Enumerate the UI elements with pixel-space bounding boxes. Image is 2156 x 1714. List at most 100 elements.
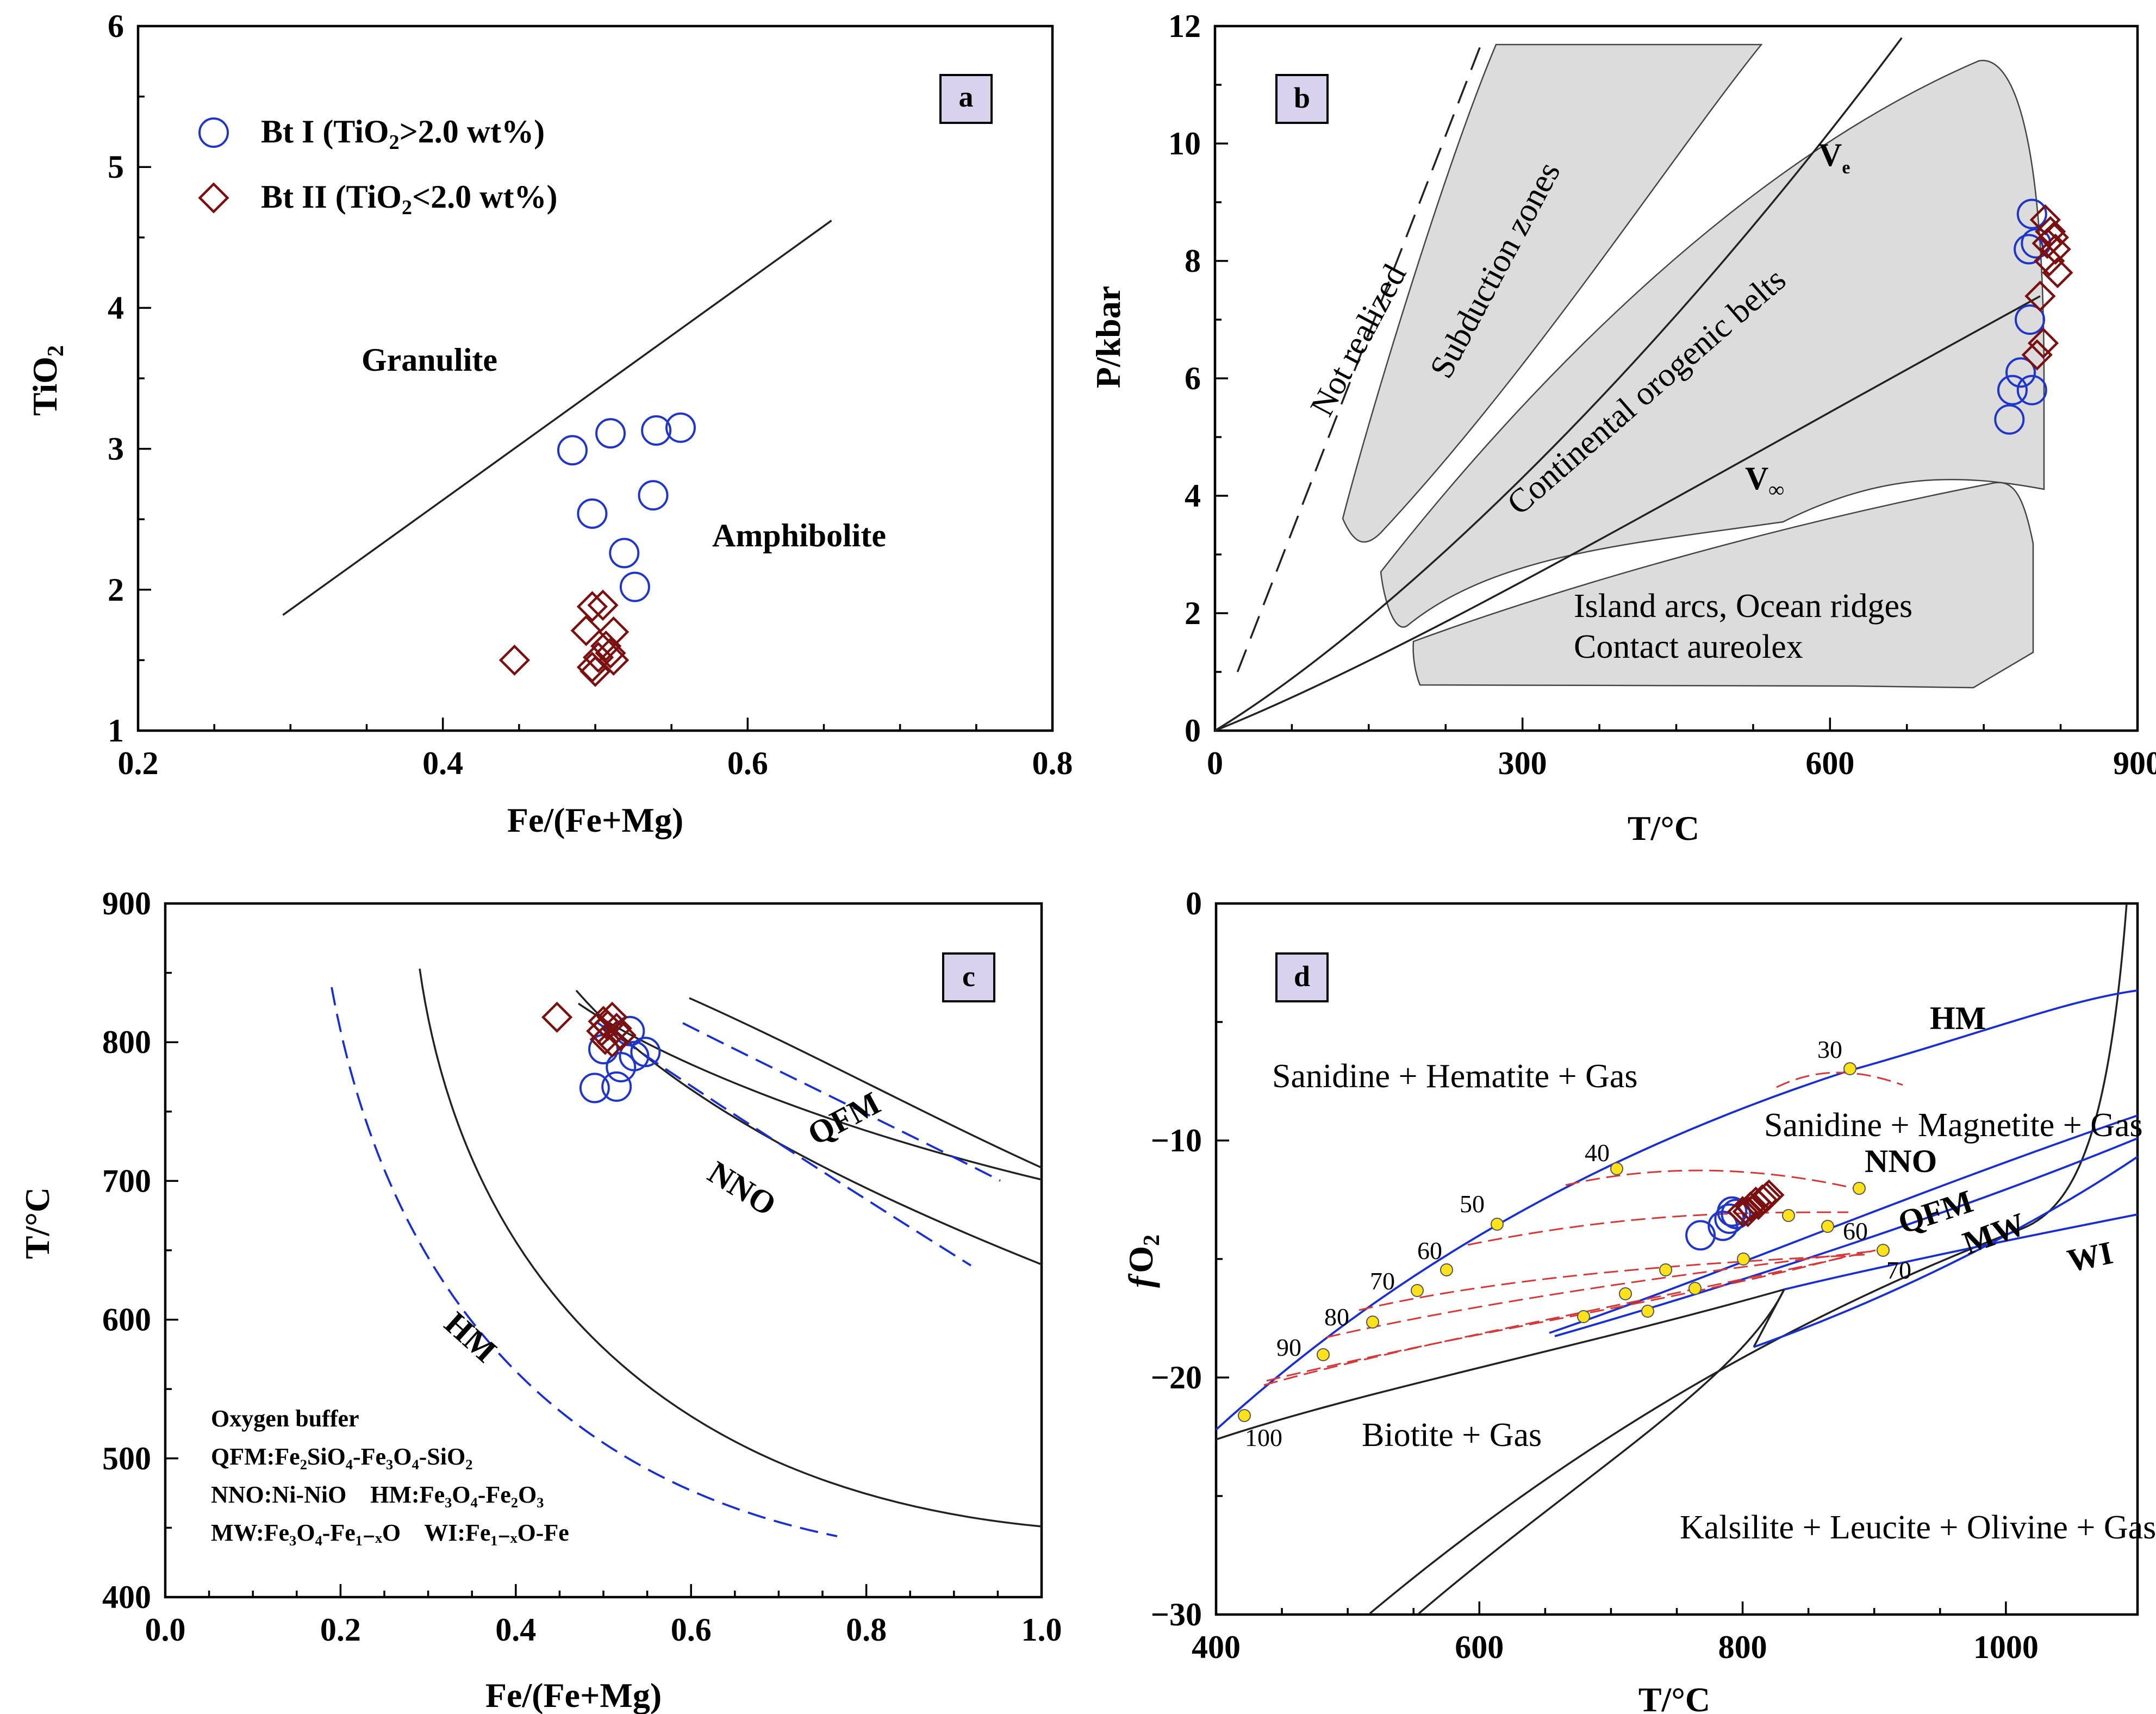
ytick-label: 600: [102, 1302, 151, 1338]
legend-oxygen-nno-hm: NNO:Ni-NiO HM:Fe₃O₄-Fe₂O₃: [211, 1481, 544, 1508]
isopleth-40: [1565, 1169, 1860, 1191]
panel-a-points: [499, 412, 696, 687]
legend-diamond-symbol: [198, 182, 229, 214]
bt2-point: [576, 591, 608, 622]
bt1-point: [577, 498, 608, 529]
curve-c-mid: [578, 1002, 1042, 1181]
panel-d-label-box: [1275, 952, 1329, 1002]
panel-a-label-box: [939, 74, 993, 124]
ytick-label: 10: [1168, 126, 1201, 161]
bt2-point: [2027, 327, 2059, 359]
bt2-point: [1742, 1189, 1774, 1220]
bt2-point: [605, 1019, 637, 1051]
ytick-label: −20: [1151, 1360, 1202, 1395]
xtick-label: 0.8: [846, 1612, 887, 1648]
bt1-point: [1997, 375, 2028, 406]
xtick-label: 0.4: [495, 1612, 536, 1648]
granulite-boundary: [282, 220, 832, 616]
panel-a-lines: [282, 220, 832, 616]
label-nno-d: NNO: [1865, 1143, 1937, 1179]
bt2-point: [2021, 339, 2053, 371]
panel-c-points: [541, 1001, 661, 1104]
xtick-label: 400: [1192, 1629, 1241, 1665]
bt2-point: [598, 616, 630, 648]
bt2-point: [541, 1001, 573, 1033]
ytick-label: 400: [102, 1579, 151, 1615]
isopleth-label-60b: 60: [1843, 1217, 1868, 1245]
isopleth-label-70: 70: [1370, 1267, 1395, 1295]
xtick-label: 0.2: [118, 745, 159, 781]
ytick-label: 900: [102, 886, 151, 921]
xtick-label: 1000: [1973, 1629, 2039, 1665]
zone-subduction: [1342, 43, 1763, 543]
bt1-point: [1721, 1199, 1752, 1230]
bt1-point: [641, 415, 672, 446]
ytick-label: 800: [102, 1024, 151, 1060]
panel-c: 0.0 0.2 0.4 0.6 0.8 1.0 400 500 600 700 800 900 Fe/…: [18, 886, 1062, 1714]
bt2-point: [499, 644, 531, 676]
dot-mw-1: [1877, 1244, 1890, 1257]
bt2-point: [1732, 1196, 1764, 1227]
xtick-label: 800: [1718, 1629, 1767, 1665]
bt1-point: [1685, 1220, 1716, 1251]
bt2-point: [2029, 204, 2061, 236]
panel-a-field-granulite: Granulite: [362, 342, 497, 378]
panel-b-xlabel: T/°C: [1628, 809, 1699, 847]
field-sanidine-hematite: Sanidine + Hematite + Gas: [1272, 1058, 1638, 1095]
ytick-label: −10: [1151, 1123, 1202, 1158]
ytick-label: 5: [108, 149, 124, 185]
panel-a-ticks: 0.2 0.4 0.6 0.8 1 2 3 4 5 6: [108, 8, 1073, 781]
bt2-point: [595, 637, 626, 669]
panel-b-points: [1994, 198, 2073, 435]
bt1-point: [606, 1052, 637, 1083]
panel-a-letter: a: [959, 80, 974, 113]
dot-qfm-1: [1821, 1220, 1834, 1233]
panel-a: 0.2 0.4 0.6 0.8 1 2 3 4 5 6 Fe/(Fe+Mg) TiO2 Granu…: [26, 8, 1073, 839]
ytick-label: 1: [108, 713, 124, 749]
label-wi-d: WI: [2064, 1235, 2116, 1279]
xtick-label: 0.0: [145, 1612, 186, 1648]
legend-oxygen-qfm: QFM:Fe₂SiO₄-Fe₃O₄-SiO₂: [211, 1443, 472, 1470]
line-not-realized: [1236, 37, 1485, 672]
panel-c-xlabel: Fe/(Fe+Mg): [485, 1676, 662, 1714]
dot-a6: [1641, 1305, 1654, 1318]
bt2-point: [590, 630, 622, 662]
dot-40: [1610, 1162, 1623, 1175]
dot-80: [1366, 1316, 1379, 1329]
bt1-point: [665, 412, 696, 443]
ytick-label: 3: [108, 431, 124, 467]
xtick-label: 0.2: [320, 1612, 361, 1648]
curve-nno-c: [597, 1022, 972, 1267]
dot-90: [1317, 1348, 1330, 1361]
isopleth-label-100: 100: [1245, 1424, 1282, 1451]
ytick-label: 0: [1185, 713, 1201, 749]
isopleth-30: [1776, 1071, 1903, 1088]
bt2-point: [589, 1024, 621, 1055]
isopleth-label-80: 80: [1324, 1303, 1349, 1331]
isopleth-50: [1467, 1211, 1849, 1246]
ytick-label: 4: [108, 290, 124, 326]
panel-d-frame: [1214, 902, 2139, 1616]
label-qfm-c: QFM: [802, 1085, 886, 1152]
bt1-point: [630, 1037, 661, 1068]
field-kalsilite: Kalsilite + Leucite + Olivine + Gas: [1680, 1509, 2156, 1546]
zone-island-arcs: [1412, 482, 2034, 689]
bt1-point: [579, 1073, 610, 1104]
bt1-point: [595, 418, 626, 449]
xtick-label: 0.4: [422, 745, 463, 781]
bt2-point: [579, 656, 611, 687]
isopleth-60: [1359, 1254, 1865, 1311]
dot-50: [1491, 1218, 1504, 1231]
isopleth-90: [1263, 1249, 1876, 1386]
bt1-point: [2016, 198, 2047, 229]
ytick-label: 8: [1185, 243, 1201, 279]
isopleth-label-50: 50: [1460, 1190, 1485, 1218]
boundary-kalsilite-outer: [1369, 903, 2128, 1615]
panel-c-ylabel: T/°C: [18, 1187, 57, 1259]
line-vinf: [1214, 295, 2041, 732]
ytick-label: −30: [1151, 1597, 1202, 1632]
ytick-label: 700: [102, 1163, 151, 1199]
isopleth-70: [1326, 1249, 1881, 1338]
curve-hm-d: [1215, 989, 2138, 1431]
